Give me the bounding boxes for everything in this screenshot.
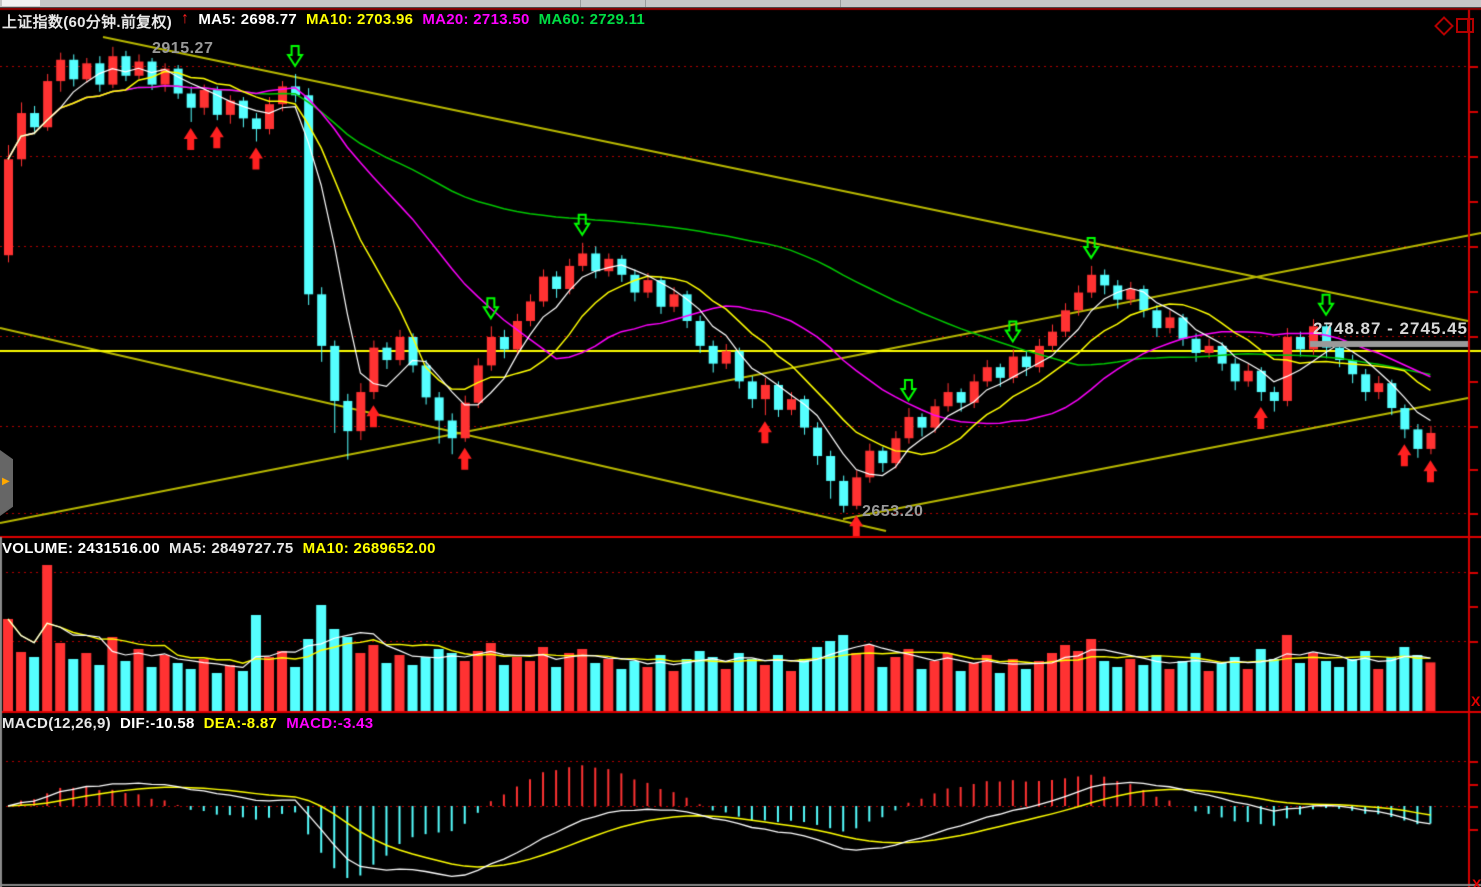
ma5-value: MA5: 2698.77 [198, 11, 298, 28]
macd-name: MACD(12,26,9) [2, 715, 111, 732]
expand-arrow-icon: ▶ [2, 476, 10, 487]
toolbar-divider [580, 0, 581, 7]
up-arrow-icon: ↑ [181, 10, 190, 27]
close-indicator-icon[interactable]: X [1471, 693, 1481, 709]
volume-ma5-value: MA5: 2849727.75 [168, 540, 294, 557]
split-window-divider [1467, 20, 1470, 31]
dea-value: DEA:-8.87 [203, 715, 278, 732]
volume-header: VOLUME: 2431516.00 MA5: 2849727.75 MA10:… [2, 540, 436, 557]
top-toolbar-strip [0, 0, 1481, 8]
ma10-value: MA10: 2703.96 [306, 11, 414, 28]
kline-header: 上证指数(60分钟.前复权) ↑ MA5: 2698.77 MA10: 2703… [2, 11, 645, 32]
macd-value: MACD:-3.43 [286, 715, 374, 732]
close-macd-icon[interactable]: X [1472, 876, 1481, 887]
ma60-value: MA60: 2729.11 [538, 11, 646, 28]
low-price-label: 2653.20 [862, 503, 924, 520]
toolbar-segment [2, 0, 40, 6]
volume-value: VOLUME: 2431516.00 [2, 540, 160, 557]
macd-header: MACD(12,26,9) DIF:-10.58 DEA:-8.87 MACD:… [2, 715, 373, 732]
ma20-value: MA20: 2713.50 [422, 11, 530, 28]
high-price-label: 2915.27 [152, 40, 214, 57]
split-window-icon[interactable] [1456, 18, 1474, 33]
toolbar-divider [645, 0, 646, 7]
instrument-title: 上证指数(60分钟.前复权) [2, 14, 173, 31]
volume-ma10-value: MA10: 2689652.00 [302, 540, 436, 557]
sidebar-expand-tab[interactable]: ▶ [0, 450, 13, 516]
toolbar-divider [840, 0, 841, 7]
dif-value: DIF:-10.58 [119, 715, 195, 732]
measure-range-label: 2748.87 - 2745.45 [1313, 319, 1469, 338]
